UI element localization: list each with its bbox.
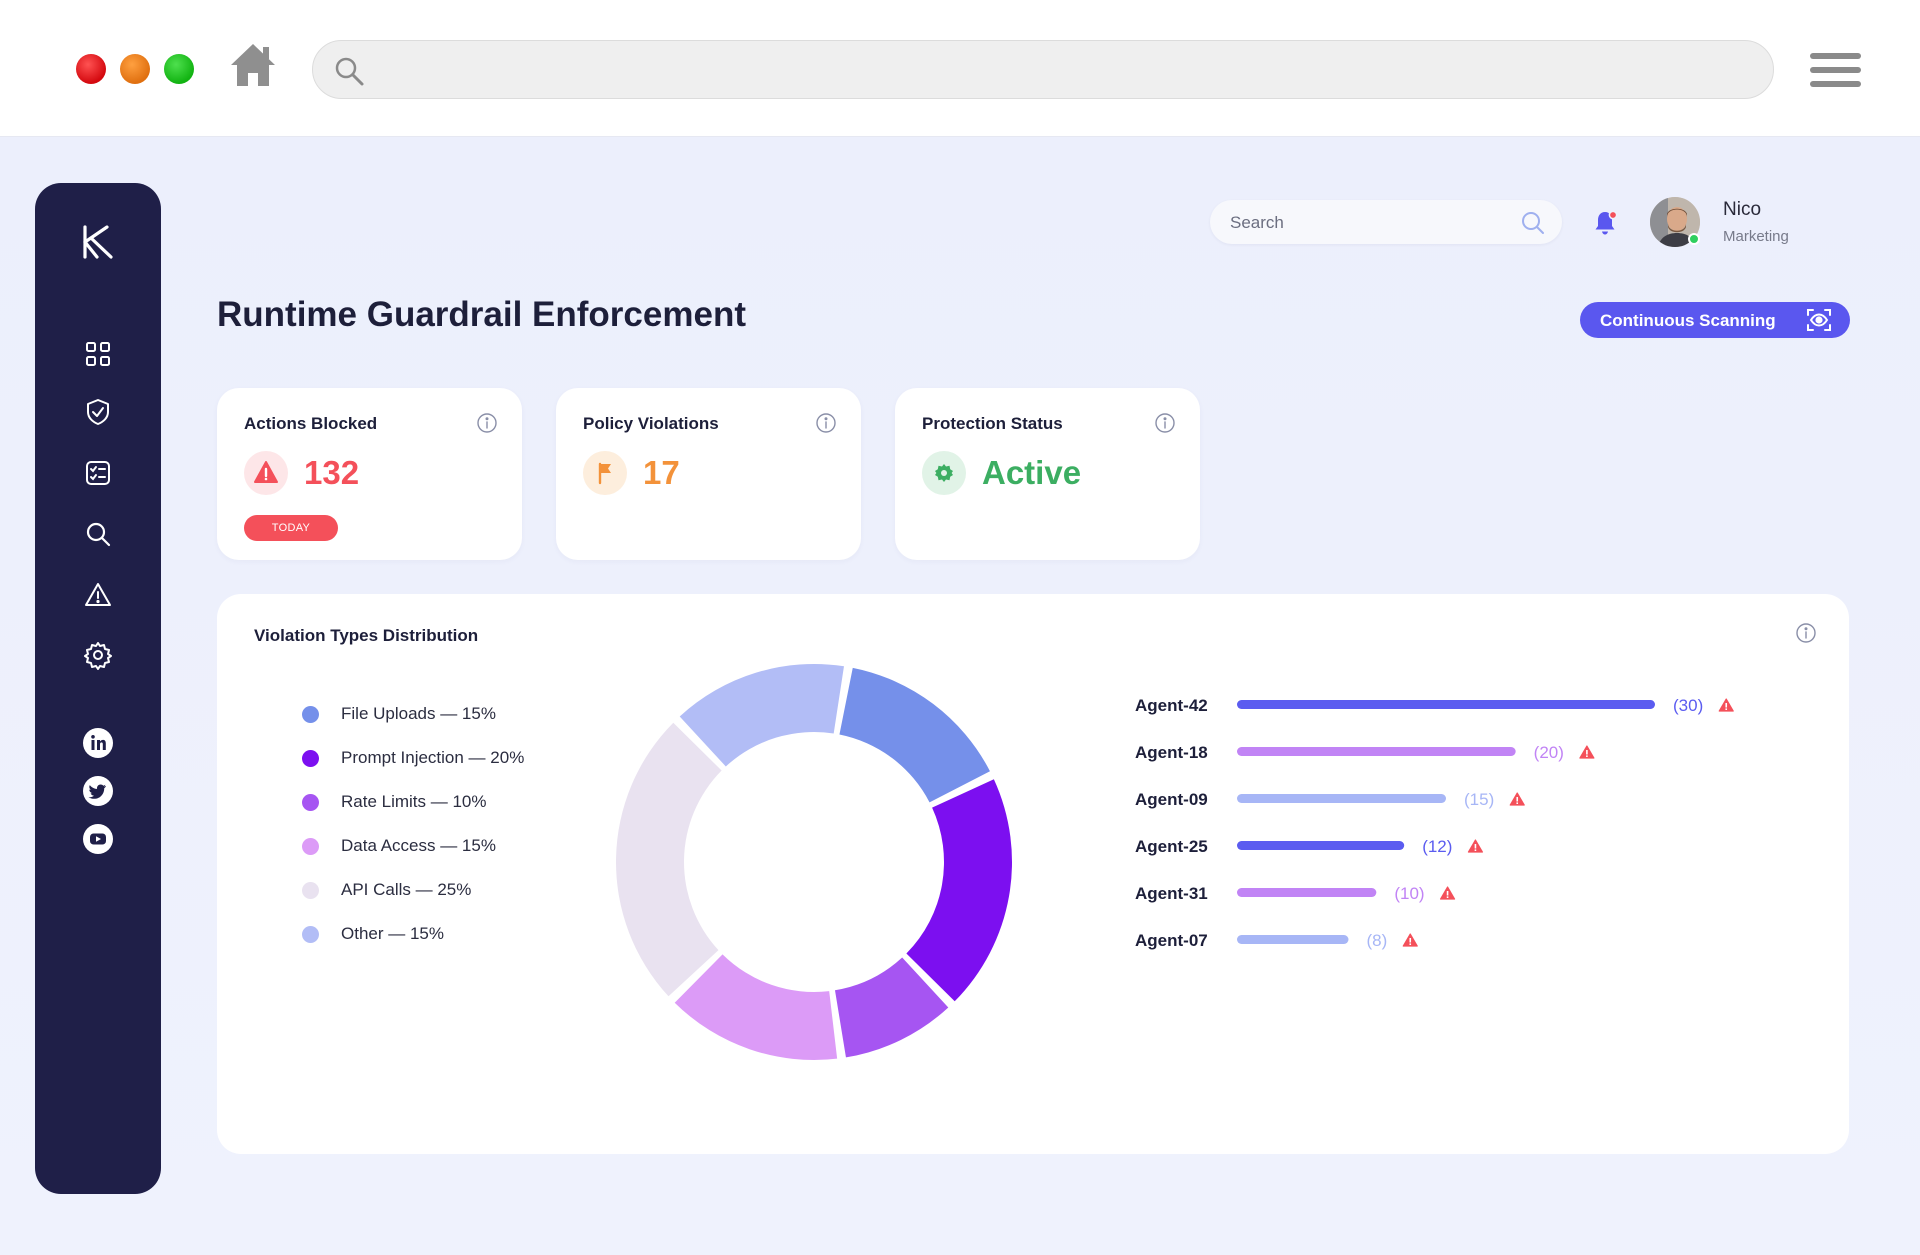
kpi-card-actions-blocked[interactable]: Actions Blocked 132 TODAY <box>217 388 522 560</box>
notification-bell-icon[interactable] <box>1590 208 1620 238</box>
search-placeholder: Search <box>1230 213 1284 232</box>
user-name: Nico <box>1723 199 1762 220</box>
search-icon <box>333 55 365 87</box>
legend-swatch <box>302 794 319 811</box>
alert-triangle-icon <box>244 451 288 495</box>
page-title: Runtime Guardrail Enforcement <box>217 295 746 334</box>
bar-category-label: Agent-09 <box>1135 790 1208 809</box>
donut-slice-prompt-injection[interactable] <box>906 779 1012 1002</box>
bar-value-label: (30) <box>1673 696 1703 715</box>
kpi-value: Active <box>982 454 1082 491</box>
linkedin-icon[interactable] <box>82 727 114 759</box>
browser-toolbar <box>0 0 1920 137</box>
violation-donut-chart <box>616 664 1012 1060</box>
bar-agent-31[interactable] <box>1237 888 1377 897</box>
twitter-icon[interactable] <box>82 775 114 807</box>
legend-label: API Calls — 25% <box>341 880 472 899</box>
search-icon[interactable] <box>83 519 113 549</box>
bar-agent-07[interactable] <box>1237 935 1349 944</box>
legend-label: Data Access — 15% <box>341 836 496 855</box>
sidebar <box>35 183 161 1194</box>
kpi-value: 17 <box>643 454 680 491</box>
info-icon[interactable] <box>1795 622 1817 644</box>
bar-category-label: Agent-31 <box>1135 884 1208 903</box>
bar-value-label: (15) <box>1464 790 1494 809</box>
legend-label: File Uploads — 15% <box>341 704 496 723</box>
bar-value-label: (20) <box>1534 743 1564 762</box>
bar-value-label: (10) <box>1394 884 1424 903</box>
warning-icon <box>1579 745 1595 759</box>
legend-label: Other — 15% <box>341 924 444 943</box>
legend-label: Rate Limits — 10% <box>341 792 487 811</box>
legend-swatch <box>302 838 319 855</box>
warning-icon <box>1509 792 1525 806</box>
gear-icon <box>922 451 966 495</box>
info-icon[interactable] <box>476 412 498 434</box>
legend-swatch <box>302 926 319 943</box>
warning-icon <box>1718 698 1734 712</box>
warning-icon <box>1402 933 1418 947</box>
bar-agent-25[interactable] <box>1237 841 1405 850</box>
bar-agent-09[interactable] <box>1237 794 1446 803</box>
warning-icon <box>1439 886 1456 900</box>
bar-value-label: (12) <box>1422 837 1452 856</box>
info-icon[interactable] <box>1154 412 1176 434</box>
kpi-title: Actions Blocked <box>244 414 378 433</box>
minimize-window-button[interactable] <box>120 54 150 84</box>
menu-icon[interactable] <box>1810 53 1861 93</box>
donut-slice-api-calls[interactable] <box>616 722 722 997</box>
gear-icon[interactable] <box>83 640 113 670</box>
legend-swatch <box>302 706 319 723</box>
online-status-dot <box>1688 233 1700 245</box>
close-window-button[interactable] <box>76 54 106 84</box>
maximize-window-button[interactable] <box>164 54 194 84</box>
warning-icon <box>1467 839 1484 853</box>
kpi-title: Protection Status <box>922 414 1063 433</box>
bar-agent-18[interactable] <box>1237 747 1516 756</box>
search-input[interactable]: Search <box>1210 200 1562 244</box>
bar-agent-42[interactable] <box>1237 700 1655 709</box>
bar-category-label: Agent-42 <box>1135 696 1208 715</box>
warning-icon[interactable] <box>83 580 113 610</box>
donut-slice-other[interactable] <box>679 664 844 767</box>
continuous-scanning-button[interactable]: Continuous Scanning <box>1580 302 1850 338</box>
legend-swatch <box>302 882 319 899</box>
home-icon[interactable] <box>228 40 278 90</box>
bar-category-label: Agent-25 <box>1135 837 1208 856</box>
kpi-card-protection-status[interactable]: Protection Status Active <box>895 388 1200 560</box>
checklist-icon[interactable] <box>83 458 113 488</box>
info-icon[interactable] <box>815 412 837 434</box>
kpi-title: Policy Violations <box>583 414 719 433</box>
bar-category-label: Agent-07 <box>1135 931 1208 950</box>
address-bar[interactable] <box>312 40 1774 99</box>
eye-scan-icon <box>1806 307 1832 333</box>
grid-icon[interactable] <box>83 339 113 369</box>
search-icon[interactable] <box>1520 210 1546 236</box>
time-range-badge[interactable]: TODAY <box>244 515 338 541</box>
panel-title: Violation Types Distribution <box>254 626 479 645</box>
bar-category-label: Agent-18 <box>1135 743 1208 762</box>
donut-slice-data-access[interactable] <box>674 954 838 1060</box>
agent-violations-bar-chart: Agent-42 (30) Agent-18 (20) Agent-09 (15) Agen… <box>1135 696 1734 950</box>
legend-label: Prompt Injection — 20% <box>341 748 525 767</box>
bar-value-label: (8) <box>1366 931 1387 950</box>
donut-slice-rate-limits[interactable] <box>834 957 949 1058</box>
user-role: Marketing <box>1723 228 1789 245</box>
k-logo-icon[interactable] <box>79 223 117 261</box>
violation-distribution-panel: Violation Types Distribution File Upload… <box>217 594 1849 1154</box>
youtube-icon[interactable] <box>82 823 114 855</box>
shield-check-icon[interactable] <box>83 397 113 427</box>
kpi-card-policy-violations[interactable]: Policy Violations 17 <box>556 388 861 560</box>
app-surface: Search Nico <box>0 137 1920 1255</box>
flag-icon <box>583 451 627 495</box>
continuous-scanning-label: Continuous Scanning <box>1600 311 1776 330</box>
legend-swatch <box>302 750 319 767</box>
kpi-value: 132 <box>304 454 360 491</box>
donut-slice-file-uploads[interactable] <box>839 667 990 803</box>
